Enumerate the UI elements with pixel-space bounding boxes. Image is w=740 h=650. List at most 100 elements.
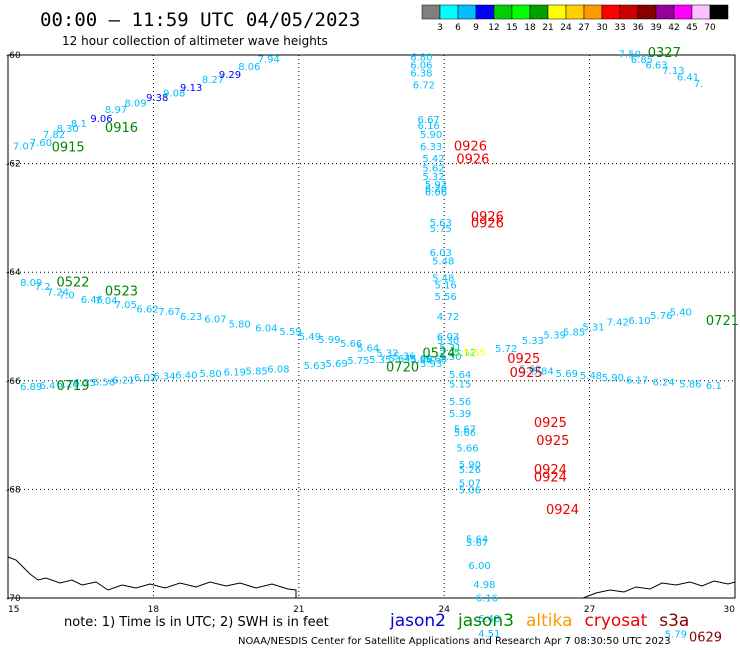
y-tick-label: -62	[6, 160, 21, 170]
colorbar-label: 36	[632, 23, 644, 33]
satellite-legend-altika: altika	[526, 611, 573, 631]
y-tick-label: -64	[6, 268, 21, 278]
wave-height-label: 6.19	[224, 367, 246, 378]
colorbar-label: 42	[668, 23, 679, 33]
wave-height-label: 5.63	[304, 361, 326, 372]
colorbar-swatch	[439, 4, 459, 20]
pass-time-label: 0916	[105, 121, 138, 136]
wave-height-label: 4.51	[478, 629, 500, 640]
colorbar-swatch	[619, 4, 639, 20]
wave-height-label: 5.64	[449, 370, 471, 381]
y-tick-label: -60	[6, 51, 21, 61]
colorbar-label: 24	[560, 23, 572, 33]
wave-height-label: 6.26	[56, 379, 78, 390]
colorbar-label: 18	[524, 23, 536, 33]
wave-height-label: 5.56	[435, 292, 457, 303]
colorbar-swatch	[547, 4, 567, 20]
wave-height-label: 5.48	[432, 273, 454, 284]
wave-height-label: 5.31	[582, 322, 604, 333]
colorbar-swatch	[511, 4, 531, 20]
wave-height-label: 5.69	[556, 369, 578, 380]
wave-height-label: 5.72	[495, 344, 517, 355]
wave-height-label: 6.08	[267, 365, 289, 376]
wave-height-label: 5.67	[454, 424, 476, 435]
wave-height-label: 5.15	[449, 379, 471, 390]
wave-height-label: 5.26	[459, 465, 481, 476]
wave-height-label: 5.69	[410, 354, 432, 365]
wave-height-label: 5.39	[449, 409, 471, 420]
pass-time-label: 0925	[507, 352, 540, 367]
wave-height-label: 6.89	[20, 382, 42, 393]
wave-height-label: 5.75	[347, 356, 369, 367]
wave-height-label: 5.12	[454, 348, 476, 359]
pass-time-label: 0327	[648, 46, 681, 61]
wave-height-label: 6.46	[81, 295, 103, 306]
wave-height-label: 8.97	[105, 105, 127, 116]
wave-height-label: 5.50	[439, 352, 461, 363]
wave-height-label: 5.40	[670, 308, 692, 319]
wave-height-label: 5.64	[357, 343, 379, 354]
wave-height-label: 6.1	[706, 381, 722, 392]
wave-height-label: 5.76	[650, 311, 672, 322]
wave-height-label: 6.10	[628, 316, 650, 327]
wave-height-label: 6.67	[418, 115, 440, 126]
satellite-legend-jason3: jason3	[457, 611, 514, 631]
wave-height-label: 5.36	[393, 352, 415, 363]
wave-height-label: 5.66	[456, 443, 478, 454]
colorbar-label: 15	[506, 23, 517, 33]
wave-height-label: 6.03	[430, 248, 452, 259]
satellite-legend-cryosat: cryosat	[585, 611, 648, 631]
wave-height-label: 5.99	[318, 335, 340, 346]
wave-height-label: 6.56	[93, 378, 115, 389]
wave-height-label: 4.72	[437, 312, 459, 323]
wave-height-label: 8.30	[56, 124, 78, 135]
colorbar-label: 39	[650, 23, 662, 33]
colorbar-label: 45	[686, 23, 697, 33]
wave-height-label: 5.84	[531, 366, 553, 377]
colorbar-swatch	[583, 4, 603, 20]
wave-height-label: 6.62	[136, 304, 158, 315]
x-tick-label: 18	[148, 605, 160, 615]
wave-height-label: 6.17	[626, 376, 648, 387]
colorbar-legend: 3 6 9 12 15 18 21 24 27 30 33 36 39 42 45 70	[421, 4, 729, 33]
footer-credit: NOAA/NESDIS Center for Satellite Applica…	[238, 636, 671, 647]
wave-height-label: 5.85	[563, 328, 585, 339]
plot-frame	[7, 54, 736, 599]
wave-height-label: 6.85	[631, 55, 653, 66]
wave-height-label: 6.04	[255, 323, 277, 334]
wave-height-label: 7.04	[95, 296, 117, 307]
pass-time-label: 0924	[534, 463, 567, 478]
chart-subtitle: 12 hour collection of altimeter wave hei…	[62, 34, 328, 48]
x-tick-label: 30	[724, 605, 736, 615]
coastline	[7, 556, 736, 599]
wave-height-label: 5.90	[420, 130, 442, 141]
wave-height-label: 4.98	[473, 580, 495, 591]
axis-ticks: 15 18 21 24 27 30 -60 -62 -64 -66 -68 -70	[6, 51, 735, 615]
colorbar-label: 3	[437, 23, 443, 33]
wave-height-label: 5.42	[422, 154, 444, 165]
wave-height-label: 6.03	[437, 332, 459, 343]
wave-height-label: 6.80	[410, 52, 432, 63]
wave-height-label: 5.67	[466, 538, 488, 549]
colorbar-label: 6	[455, 23, 461, 33]
wave-height-label: 6.48	[478, 614, 500, 625]
wave-height-label: 7.13	[662, 66, 684, 77]
wave-height-label: 8.06	[238, 62, 260, 73]
wave-height-label: 5.62	[519, 365, 541, 376]
colorbar-swatch	[655, 4, 675, 20]
wave-height-label: 7.07	[13, 141, 35, 152]
pass-time-label: 0629	[689, 630, 722, 645]
wave-height-label: 6.06	[410, 61, 432, 72]
wave-height-label: 6.16	[418, 121, 440, 132]
pass-time-label: 0915	[52, 141, 85, 156]
wave-height-label: 6.24	[653, 378, 675, 389]
colorbar-swatch	[529, 4, 549, 20]
y-tick-label: -66	[6, 377, 21, 387]
colorbar-swatch	[673, 4, 693, 20]
pass-time-label: 0523	[105, 285, 138, 300]
wave-height-label: 5.35	[369, 355, 391, 366]
wave-height-label: 6.25	[73, 378, 95, 389]
colorbar-swatch	[493, 4, 513, 20]
wave-height-label: 9.29	[219, 70, 241, 81]
pass-time-label: 0926	[471, 217, 504, 232]
